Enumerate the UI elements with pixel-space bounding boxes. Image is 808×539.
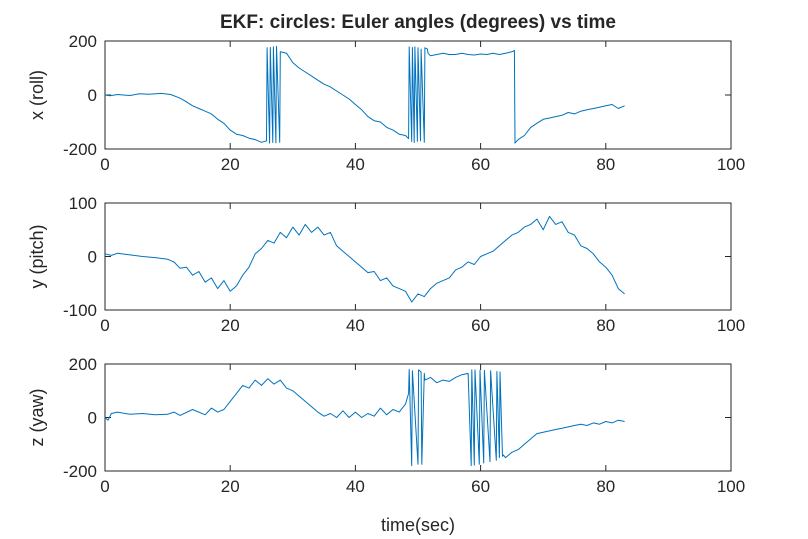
y-axis-label: z (yaw) [27,389,47,447]
x-tick-label: 80 [596,316,615,335]
x-tick-label: 60 [471,155,490,174]
series-line [104,215,625,303]
x-tick-label: 20 [221,155,240,174]
y-tick-label: 0 [88,409,97,428]
x-tick-label: 60 [471,477,490,496]
x-tick-label: 40 [346,316,365,335]
y-tick-label: 0 [88,86,97,105]
x-tick-label: 0 [100,155,109,174]
x-tick-label: 80 [596,477,615,496]
series-line [104,45,625,144]
y-tick-label: 100 [69,194,97,213]
x-tick-label: 20 [221,316,240,335]
x-axis-label: time(sec) [381,515,455,535]
y-axis-label: y (pitch) [27,224,47,288]
y-tick-label: 200 [69,355,97,374]
x-tick-label: 40 [346,477,365,496]
x-tick-label: 40 [346,155,365,174]
x-tick-label: 100 [717,155,745,174]
x-tick-label: 0 [100,316,109,335]
x-tick-label: 80 [596,155,615,174]
x-tick-label: 60 [471,316,490,335]
y-tick-label: -100 [63,301,97,320]
y-tick-label: 200 [69,32,97,51]
y-axis-label: x (roll) [27,70,47,120]
y-tick-label: -200 [63,140,97,159]
plot-frame [104,202,732,311]
x-tick-label: 100 [717,316,745,335]
y-tick-label: -200 [63,462,97,481]
x-tick-label: 20 [221,477,240,496]
x-tick-label: 0 [100,477,109,496]
x-tick-label: 100 [717,477,745,496]
figure-title: EKF: circles: Euler angles (degrees) vs … [220,12,616,33]
series-line [104,368,625,467]
y-tick-label: 0 [88,248,97,267]
